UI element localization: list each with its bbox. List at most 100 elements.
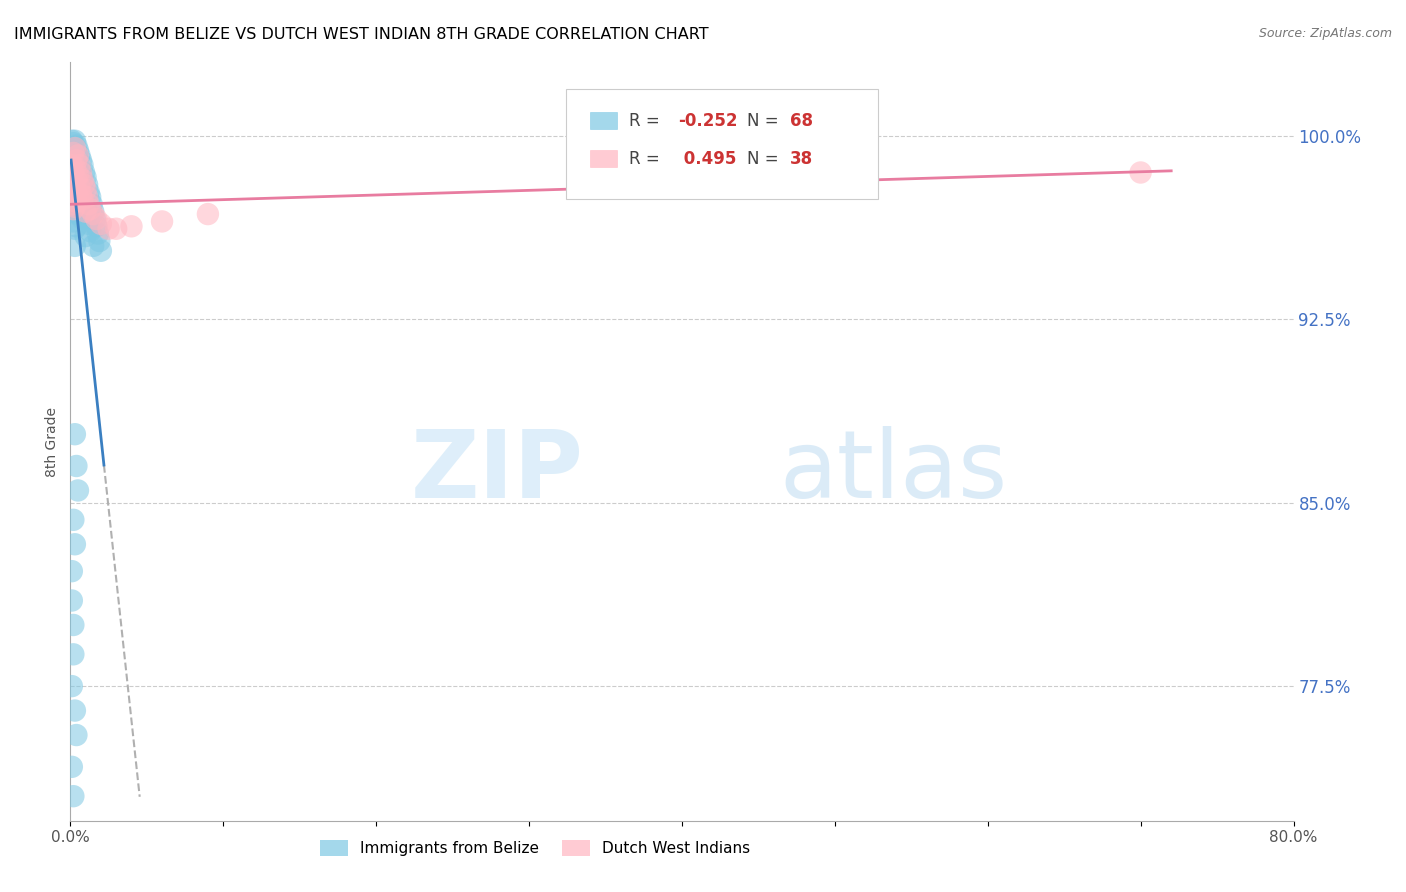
Point [80, 197, 103, 211]
Point [65, 173, 87, 187]
Point [121, 219, 143, 234]
Point [65, 197, 87, 211]
Point [66, 148, 89, 162]
Point [66, 207, 89, 221]
Point [77, 217, 100, 231]
Point [60, 760, 83, 774]
Point [62, 165, 84, 179]
Text: 38: 38 [790, 150, 813, 168]
Text: R =: R = [630, 150, 665, 168]
Point [62, 145, 84, 160]
FancyBboxPatch shape [591, 151, 617, 167]
Point [72, 158, 94, 172]
Point [79, 202, 101, 217]
Point [70, 153, 93, 168]
Point [87, 227, 110, 241]
Point [60, 145, 83, 160]
Point [62, 789, 84, 804]
Point [62, 170, 84, 185]
Point [60, 165, 83, 179]
Point [77, 197, 100, 211]
Point [73, 194, 96, 209]
Point [65, 178, 87, 192]
Point [63, 537, 86, 551]
Point [63, 141, 86, 155]
Point [60, 183, 83, 197]
Point [82, 239, 104, 253]
Text: ZIP: ZIP [411, 425, 583, 518]
Point [60, 679, 83, 693]
Text: 68: 68 [790, 112, 813, 130]
Point [65, 153, 87, 168]
Point [63, 200, 86, 214]
Point [60, 564, 83, 578]
Point [75, 229, 97, 244]
Point [60, 593, 83, 607]
Point [82, 204, 104, 219]
Point [76, 178, 98, 192]
Text: -0.252: -0.252 [678, 112, 738, 130]
FancyBboxPatch shape [591, 112, 617, 129]
Point [90, 217, 112, 231]
Point [75, 183, 97, 197]
Y-axis label: 8th Grade: 8th Grade [45, 407, 59, 476]
Point [63, 221, 86, 235]
Point [62, 197, 84, 211]
Point [72, 173, 94, 187]
Point [82, 207, 104, 221]
Point [150, 214, 173, 228]
Text: IMMIGRANTS FROM BELIZE VS DUTCH WEST INDIAN 8TH GRADE CORRELATION CHART: IMMIGRANTS FROM BELIZE VS DUTCH WEST IND… [14, 27, 709, 42]
FancyBboxPatch shape [565, 89, 877, 199]
Point [60, 178, 83, 192]
Text: 0.495: 0.495 [678, 150, 737, 168]
Point [89, 234, 111, 248]
Point [65, 158, 87, 172]
Point [66, 185, 89, 199]
Point [66, 144, 89, 158]
Point [75, 204, 97, 219]
Point [76, 207, 98, 221]
Point [62, 513, 84, 527]
Point [70, 165, 93, 179]
Point [63, 427, 86, 442]
Point [105, 221, 128, 235]
Point [197, 207, 219, 221]
Legend: Immigrants from Belize, Dutch West Indians: Immigrants from Belize, Dutch West India… [315, 834, 756, 863]
Point [79, 224, 101, 238]
Point [70, 204, 93, 219]
Point [90, 244, 112, 258]
Point [63, 161, 86, 175]
Text: N =: N = [747, 112, 783, 130]
Point [65, 194, 87, 209]
Point [63, 202, 86, 217]
Point [62, 202, 84, 217]
Point [66, 190, 89, 204]
Point [62, 618, 84, 632]
Point [62, 183, 84, 197]
Point [72, 211, 94, 226]
Point [69, 173, 91, 187]
Point [63, 704, 86, 718]
Point [65, 219, 87, 234]
Point [63, 165, 86, 179]
Point [63, 180, 86, 194]
Text: R =: R = [630, 112, 665, 130]
Point [1129, 165, 1152, 179]
Point [63, 183, 86, 197]
Point [73, 178, 96, 192]
Text: Source: ZipAtlas.com: Source: ZipAtlas.com [1258, 27, 1392, 40]
Point [60, 158, 83, 172]
Point [66, 168, 89, 182]
Point [75, 200, 97, 214]
Point [83, 211, 105, 226]
Point [70, 187, 93, 202]
Point [62, 648, 84, 662]
Point [62, 214, 84, 228]
Point [79, 190, 101, 204]
Point [69, 148, 91, 162]
Text: atlas: atlas [780, 425, 1008, 518]
Point [66, 163, 89, 178]
Point [63, 134, 86, 148]
Point [65, 458, 87, 473]
Point [70, 178, 93, 192]
